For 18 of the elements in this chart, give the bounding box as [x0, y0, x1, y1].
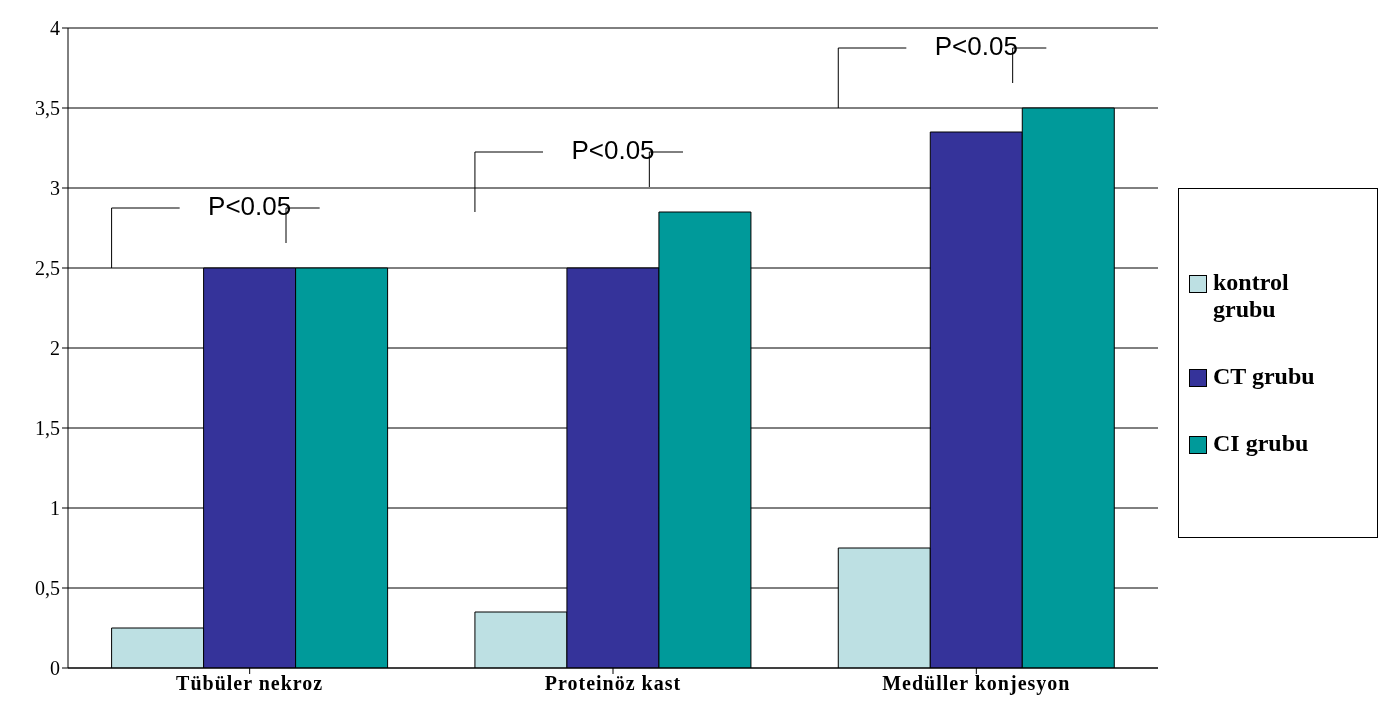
y-tick-label: 1	[50, 497, 60, 520]
y-tick-label: 0,5	[35, 577, 60, 600]
y-tick-label: 0	[50, 657, 60, 680]
y-tick-label: 2,5	[35, 257, 60, 280]
annotation: P<0.05	[571, 134, 655, 165]
legend-label: kontrol grubu	[1213, 269, 1290, 323]
y-tick-label: 3	[50, 177, 60, 200]
x-tick-label: Medüller konjesyon	[882, 672, 1071, 696]
legend-label: CT grubu	[1213, 363, 1316, 390]
y-tick-label: 2	[50, 337, 60, 360]
x-tick-label: Proteinöz kast	[544, 672, 682, 695]
legend-label: CI grubu	[1213, 430, 1310, 457]
x-tick-label: Tübüler nekroz	[176, 672, 324, 695]
y-tick-label: 3,5	[35, 97, 60, 120]
annotation: P<0.05	[934, 30, 1018, 61]
annotation: P<0.05	[208, 190, 292, 221]
y-tick-label: 4	[50, 17, 60, 40]
y-tick-label: 1,5	[35, 417, 60, 440]
